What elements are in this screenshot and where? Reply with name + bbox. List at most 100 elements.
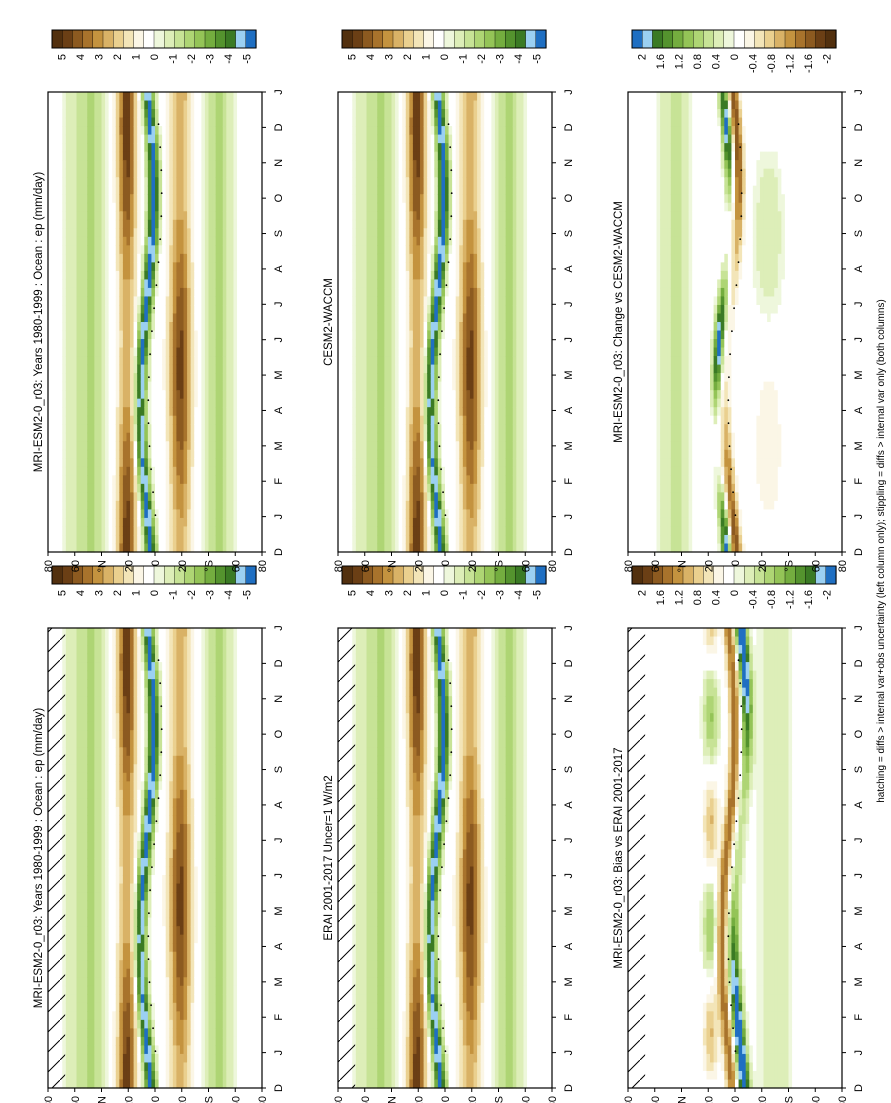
heatmap-cell — [237, 866, 242, 876]
heatmap-cell — [208, 704, 213, 714]
heatmap-cell — [126, 687, 131, 697]
heatmap-cell — [183, 858, 188, 868]
heatmap-cell — [219, 781, 224, 791]
heatmap-cell — [244, 1036, 249, 1047]
heatmap-cell — [362, 1062, 368, 1072]
heatmap-cell — [90, 926, 95, 936]
heatmap-cell — [416, 1019, 421, 1029]
heatmap-cell — [140, 1002, 145, 1012]
heatmap-cell — [244, 977, 249, 987]
heatmap-cell — [155, 738, 160, 748]
heatmap-cell — [187, 858, 192, 868]
heatmap-cell — [254, 670, 260, 680]
heatmap-cell — [204, 1045, 210, 1055]
heatmap-cell — [370, 1036, 375, 1047]
heatmap-cell — [172, 883, 177, 893]
heatmap-cell — [101, 781, 106, 791]
heatmap-cell — [247, 772, 252, 782]
heatmap-cell — [359, 628, 364, 638]
heatmap-cell — [183, 1079, 188, 1089]
heatmap-cell — [130, 977, 135, 987]
heatmap-cell — [362, 662, 368, 672]
heatmap-cell — [409, 806, 414, 817]
heatmap-cell — [112, 823, 117, 834]
heatmap-cell — [233, 1045, 238, 1055]
heatmap-cell — [80, 943, 85, 953]
heatmap-cell — [80, 892, 85, 902]
heatmap-cell — [384, 1070, 389, 1081]
heatmap-cell — [172, 977, 177, 987]
heatmap-cell — [215, 866, 220, 876]
heatmap-cell — [398, 1062, 403, 1072]
heatmap-cell — [151, 670, 156, 680]
heatmap-cell — [194, 1062, 199, 1072]
heatmap-cell — [155, 909, 160, 919]
heatmap-cell — [405, 747, 410, 757]
heatmap-cell — [179, 645, 185, 655]
heatmap-cell — [105, 1079, 110, 1089]
heatmap-cell — [72, 696, 78, 706]
heatmap-cell — [80, 772, 85, 782]
heatmap-cell — [240, 951, 245, 961]
heatmap-cell — [244, 815, 249, 825]
heatmap-cell — [65, 815, 70, 825]
heatmap-cell — [222, 1070, 227, 1081]
heatmap-cell — [427, 968, 432, 978]
heatmap-cell — [373, 806, 378, 817]
heatmap-cell — [237, 875, 242, 885]
heatmap-cell — [423, 662, 428, 672]
heatmap-cell — [87, 875, 92, 885]
heatmap-cell — [158, 1002, 163, 1012]
heatmap-cell — [420, 721, 425, 731]
heatmap-cell — [355, 696, 360, 706]
heatmap-cell — [434, 926, 439, 936]
heatmap-cell — [409, 883, 414, 893]
heatmap-cell — [212, 900, 217, 910]
heatmap-cell — [251, 883, 256, 893]
heatmap-cell — [212, 823, 217, 834]
heatmap-cell — [409, 1079, 414, 1089]
heatmap-cell — [437, 798, 443, 808]
heatmap-cell — [97, 968, 103, 978]
heatmap-cell — [226, 781, 231, 791]
heatmap-cell — [416, 1002, 421, 1012]
heatmap-cell — [366, 764, 371, 774]
heatmap-cell — [194, 806, 199, 817]
heatmap-cell — [412, 687, 418, 697]
heatmap-cell — [212, 789, 217, 799]
heatmap-cell — [133, 696, 138, 706]
heatmap-cell — [373, 823, 378, 834]
heatmap-cell — [65, 934, 70, 944]
heatmap-cell — [122, 943, 128, 953]
heatmap-cell — [133, 772, 138, 782]
heatmap-cell — [147, 943, 153, 953]
heatmap-cell — [251, 670, 256, 680]
heatmap-cell — [140, 781, 145, 791]
heatmap-cell — [112, 772, 117, 782]
heatmap-cell — [169, 653, 174, 663]
heatmap-cell — [370, 815, 375, 825]
heatmap-cell — [226, 892, 231, 902]
heatmap-cell — [183, 926, 188, 936]
heatmap-cell — [144, 781, 149, 791]
heatmap-cell — [366, 883, 371, 893]
heatmap-cell — [90, 909, 95, 919]
heatmap-cell — [412, 900, 418, 910]
heatmap-cell — [208, 738, 213, 748]
heatmap-cell — [247, 806, 252, 817]
heatmap-cell — [226, 858, 231, 868]
heatmap-cell — [370, 1011, 375, 1021]
heatmap-cell — [179, 670, 185, 680]
heatmap-cell — [115, 789, 120, 799]
heatmap-cell — [172, 781, 177, 791]
heatmap-cell — [405, 985, 410, 995]
heatmap-cell — [434, 645, 439, 655]
heatmap-cell — [247, 636, 252, 646]
heatmap-cell — [76, 934, 81, 944]
heatmap-cell — [380, 926, 385, 936]
heatmap-cell — [69, 985, 74, 995]
heatmap-cell — [112, 994, 117, 1004]
heatmap-cell — [240, 994, 245, 1004]
heatmap-cell — [416, 1053, 421, 1064]
heatmap-cell — [370, 1019, 375, 1029]
